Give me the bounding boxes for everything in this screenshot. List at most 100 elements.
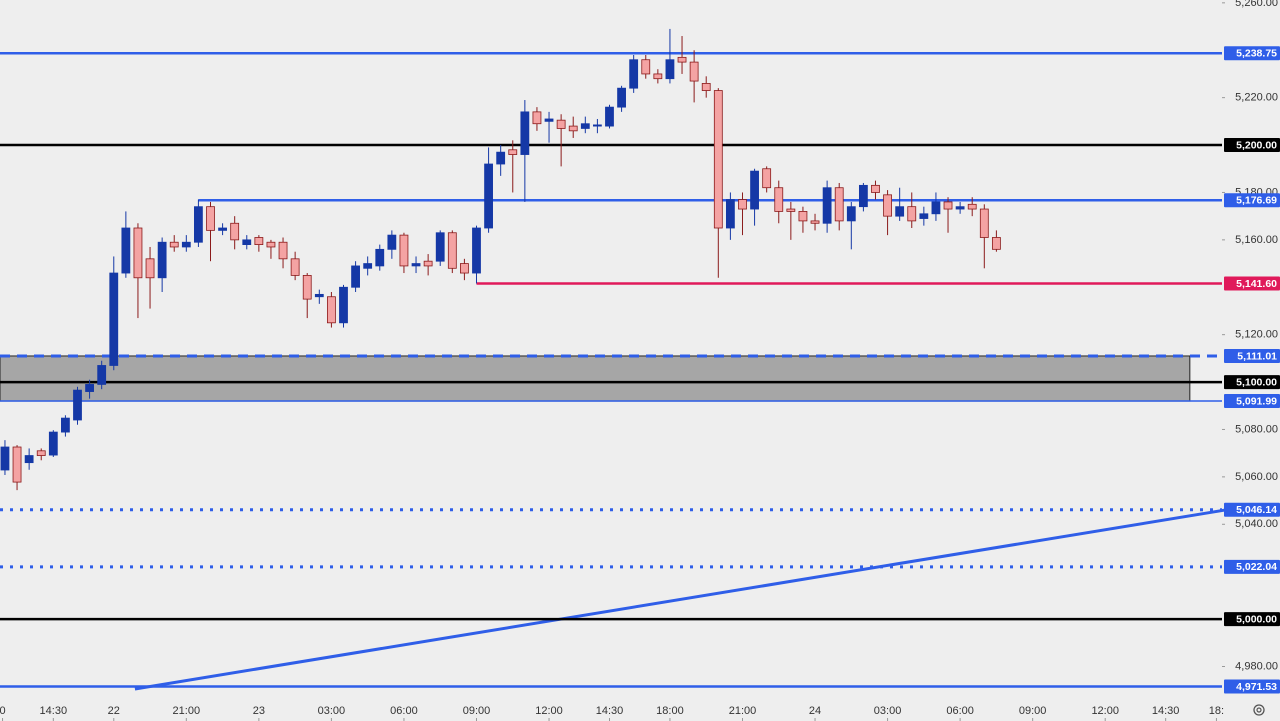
candle-body	[169, 241, 179, 248]
candle-body	[895, 206, 905, 217]
x-tick-label: 06:00	[946, 705, 974, 717]
x-tick-label: 03:00	[318, 705, 346, 717]
y-tick-label: 5,120.00	[1235, 329, 1278, 341]
candle-body	[955, 206, 965, 210]
candle-body	[145, 258, 155, 279]
candle-body	[834, 187, 844, 222]
level-label-box	[1224, 612, 1280, 627]
candle-body	[109, 272, 119, 366]
candle-body	[97, 365, 107, 385]
candle-body	[822, 187, 832, 224]
level-label-box	[1224, 276, 1280, 291]
candle-body	[641, 59, 651, 75]
candle-body	[871, 184, 880, 193]
candle-body	[931, 201, 941, 215]
x-tick-label: 09:00	[1019, 705, 1047, 717]
candle-body	[339, 286, 348, 324]
x-tick-label: 14:30	[40, 705, 68, 717]
candle-body	[580, 123, 590, 129]
level-label-box	[1224, 375, 1280, 390]
candle-body	[157, 241, 167, 279]
zone	[0, 355, 1191, 402]
candle-body	[218, 227, 227, 231]
candle-body	[738, 199, 747, 210]
y-tick-label: 5,060.00	[1235, 471, 1278, 483]
candle-body	[520, 111, 530, 155]
candle-body	[484, 163, 493, 229]
candle-body	[194, 206, 203, 243]
y-tick-label: 5,080.00	[1235, 423, 1278, 435]
level-label-box	[1224, 559, 1280, 574]
candle-body	[883, 194, 892, 217]
candle-body	[653, 73, 663, 80]
level-label: 5,111.01	[1237, 350, 1277, 362]
y-tick-label: 5,040.00	[1235, 518, 1278, 530]
x-tick-label: 22	[108, 705, 120, 717]
level-label: 5,200.00	[1236, 139, 1277, 151]
y-tick-label: 5,220.00	[1235, 92, 1278, 104]
level-label-box	[1224, 394, 1280, 409]
candle-body	[302, 275, 312, 300]
candle-body	[605, 106, 614, 127]
candle-body	[472, 227, 481, 274]
level-label: 5,046.14	[1236, 504, 1277, 516]
level-label: 5,022.04	[1236, 561, 1277, 573]
candle-body	[701, 83, 711, 91]
x-tick-label: 06:00	[390, 705, 418, 717]
x-tick-label: 18:00	[656, 705, 684, 717]
x-tick-label: 12:00	[535, 705, 563, 717]
x-tick-label: 21:00	[729, 705, 757, 717]
candle-body	[447, 232, 457, 269]
candle-body	[592, 124, 602, 127]
candle-body	[846, 206, 856, 222]
candle-body	[750, 170, 759, 210]
settings-icon[interactable]	[1253, 704, 1265, 716]
candle-body	[242, 239, 252, 245]
candle-body	[61, 417, 70, 433]
x-tick-label: 09:00	[463, 705, 491, 717]
candle-body	[967, 203, 977, 210]
level-label: 5,238.75	[1236, 47, 1277, 59]
candle-body	[314, 293, 324, 298]
candle-body	[943, 201, 953, 210]
candle-body	[629, 59, 639, 89]
candle-body	[363, 263, 373, 269]
candle-body	[48, 431, 58, 456]
candle-body	[411, 263, 421, 267]
candle-body	[774, 187, 784, 212]
candle-body	[798, 211, 808, 222]
candle-body	[762, 168, 772, 189]
candle-body	[206, 206, 215, 231]
candle-body	[677, 56, 687, 63]
x-tick-label: 21:00	[173, 705, 201, 717]
candle-body	[907, 206, 917, 222]
candle-body	[399, 234, 409, 267]
x-tick-label: 12:00	[1091, 705, 1119, 717]
candle-body	[617, 87, 626, 108]
candle-body	[979, 208, 989, 238]
candle-body	[85, 384, 94, 392]
candle-body	[73, 389, 82, 421]
candle-body	[665, 59, 675, 80]
trendline	[134, 508, 1226, 691]
level-label: 5,176.69	[1236, 195, 1277, 207]
candle-body	[556, 119, 566, 129]
candle-body	[423, 260, 433, 267]
candle-body	[460, 263, 469, 274]
candle-body	[858, 184, 868, 208]
candle-body	[568, 125, 578, 132]
level-label-box	[1224, 679, 1280, 694]
candle-body	[991, 237, 1001, 250]
candle-body	[810, 220, 820, 224]
candle-body	[919, 213, 929, 219]
candle-body	[290, 258, 300, 276]
candle-body	[254, 237, 264, 245]
level-label: 5,141.60	[1236, 278, 1277, 290]
level-label: 4,971.53	[1236, 681, 1277, 693]
candle-body	[375, 248, 385, 267]
x-tick-label: 03:00	[874, 705, 902, 717]
level-label-box	[1224, 46, 1280, 61]
x-tick-label: 24	[809, 705, 821, 717]
